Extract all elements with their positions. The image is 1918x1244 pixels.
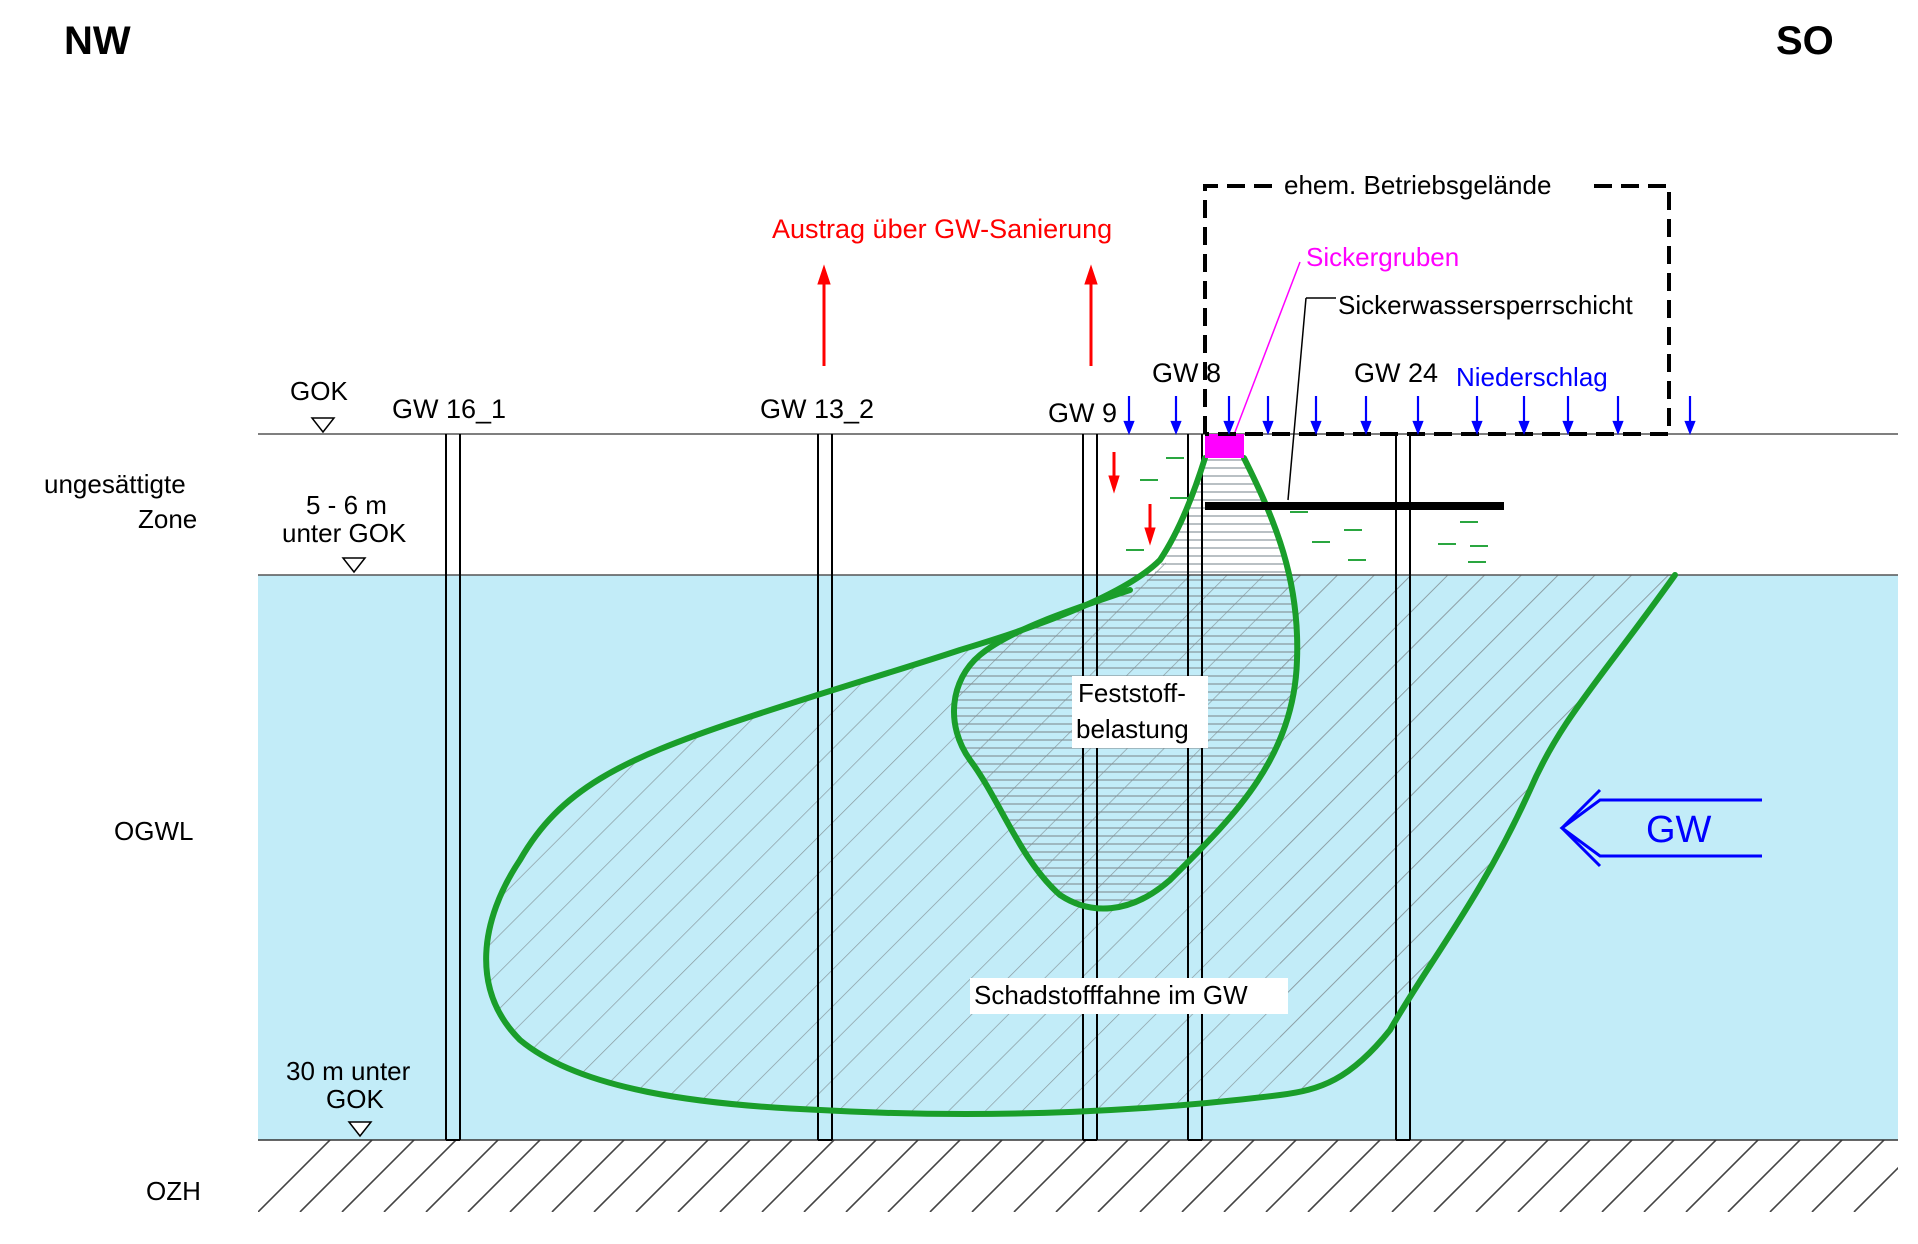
zone-unsaturated-line2: Zone (138, 504, 197, 534)
orientation-left: NW (64, 19, 131, 63)
aquifer-base-label-line1: 30 m unter (286, 1056, 411, 1086)
solid-contamination-outline (951, 455, 1301, 912)
well-gw8 (1187, 434, 1203, 1141)
well-gw16-1 (445, 434, 461, 1141)
former-site-boundary (1203, 184, 1671, 436)
infiltration-arrows (1108, 452, 1156, 546)
aquitard-hatch (258, 1140, 1898, 1212)
remediation-export-label: Austrag über GW-Sanierung (772, 214, 1112, 244)
zone-unsaturated-line1: ungesättigte (44, 469, 186, 499)
seepage-pits-label: Sickergruben (1306, 242, 1459, 272)
seepage-pits-leader (1231, 261, 1301, 441)
seepage-marks (1126, 457, 1488, 563)
well-gw9 (1082, 434, 1098, 1141)
orientation-right: SO (1776, 19, 1834, 63)
well-label-gw9: GW 9 (1048, 398, 1117, 428)
remediation-arrows (817, 264, 1098, 366)
plume-label: Schadstofffahne im GW (974, 980, 1248, 1010)
seepage-barrier-label: Sickerwassersperrschicht (1338, 290, 1634, 320)
solid-contamination-label-bg (1072, 676, 1208, 748)
aquifer-base-marker-icon (347, 1121, 373, 1138)
groundwater-flow-arrow (1559, 788, 1762, 868)
well-label-gw13-2: GW 13_2 (760, 394, 874, 424)
seepage-pits-box (1205, 434, 1244, 458)
ground-surface-label: GOK (290, 376, 348, 406)
zone-aquitard: OZH (146, 1176, 201, 1206)
former-site-label: ehem. Betriebsgelände (1284, 170, 1551, 200)
well-gw13-2 (817, 434, 833, 1141)
water-table-marker-icon (341, 557, 367, 574)
seepage-barrier-leader (1287, 297, 1307, 501)
water-table-label-line2: unter GOK (282, 518, 407, 548)
precipitation-label: Niederschlag (1456, 362, 1608, 392)
well-label-gw24: GW 24 (1354, 358, 1438, 388)
precipitation-arrows (1123, 396, 1696, 435)
former-site-label-bg (1282, 168, 1592, 204)
well-label-gw16-1: GW 16_1 (392, 394, 506, 424)
solid-contamination-label-line1: Feststoff- (1078, 678, 1186, 708)
water-table-label-line1: 5 - 6 m (306, 490, 387, 520)
plume-outline (483, 455, 1678, 1118)
ground-surface-marker-icon (310, 417, 336, 434)
solid-contamination-label-line2: belastung (1076, 714, 1189, 744)
zone-aquifer: OGWL (114, 816, 193, 846)
well-label-gw8: GW 8 (1152, 358, 1221, 388)
groundwater-flow-label: GW (1646, 809, 1712, 851)
aquifer-base-label-line2: GOK (326, 1084, 384, 1114)
plume-label-bg (970, 978, 1288, 1014)
